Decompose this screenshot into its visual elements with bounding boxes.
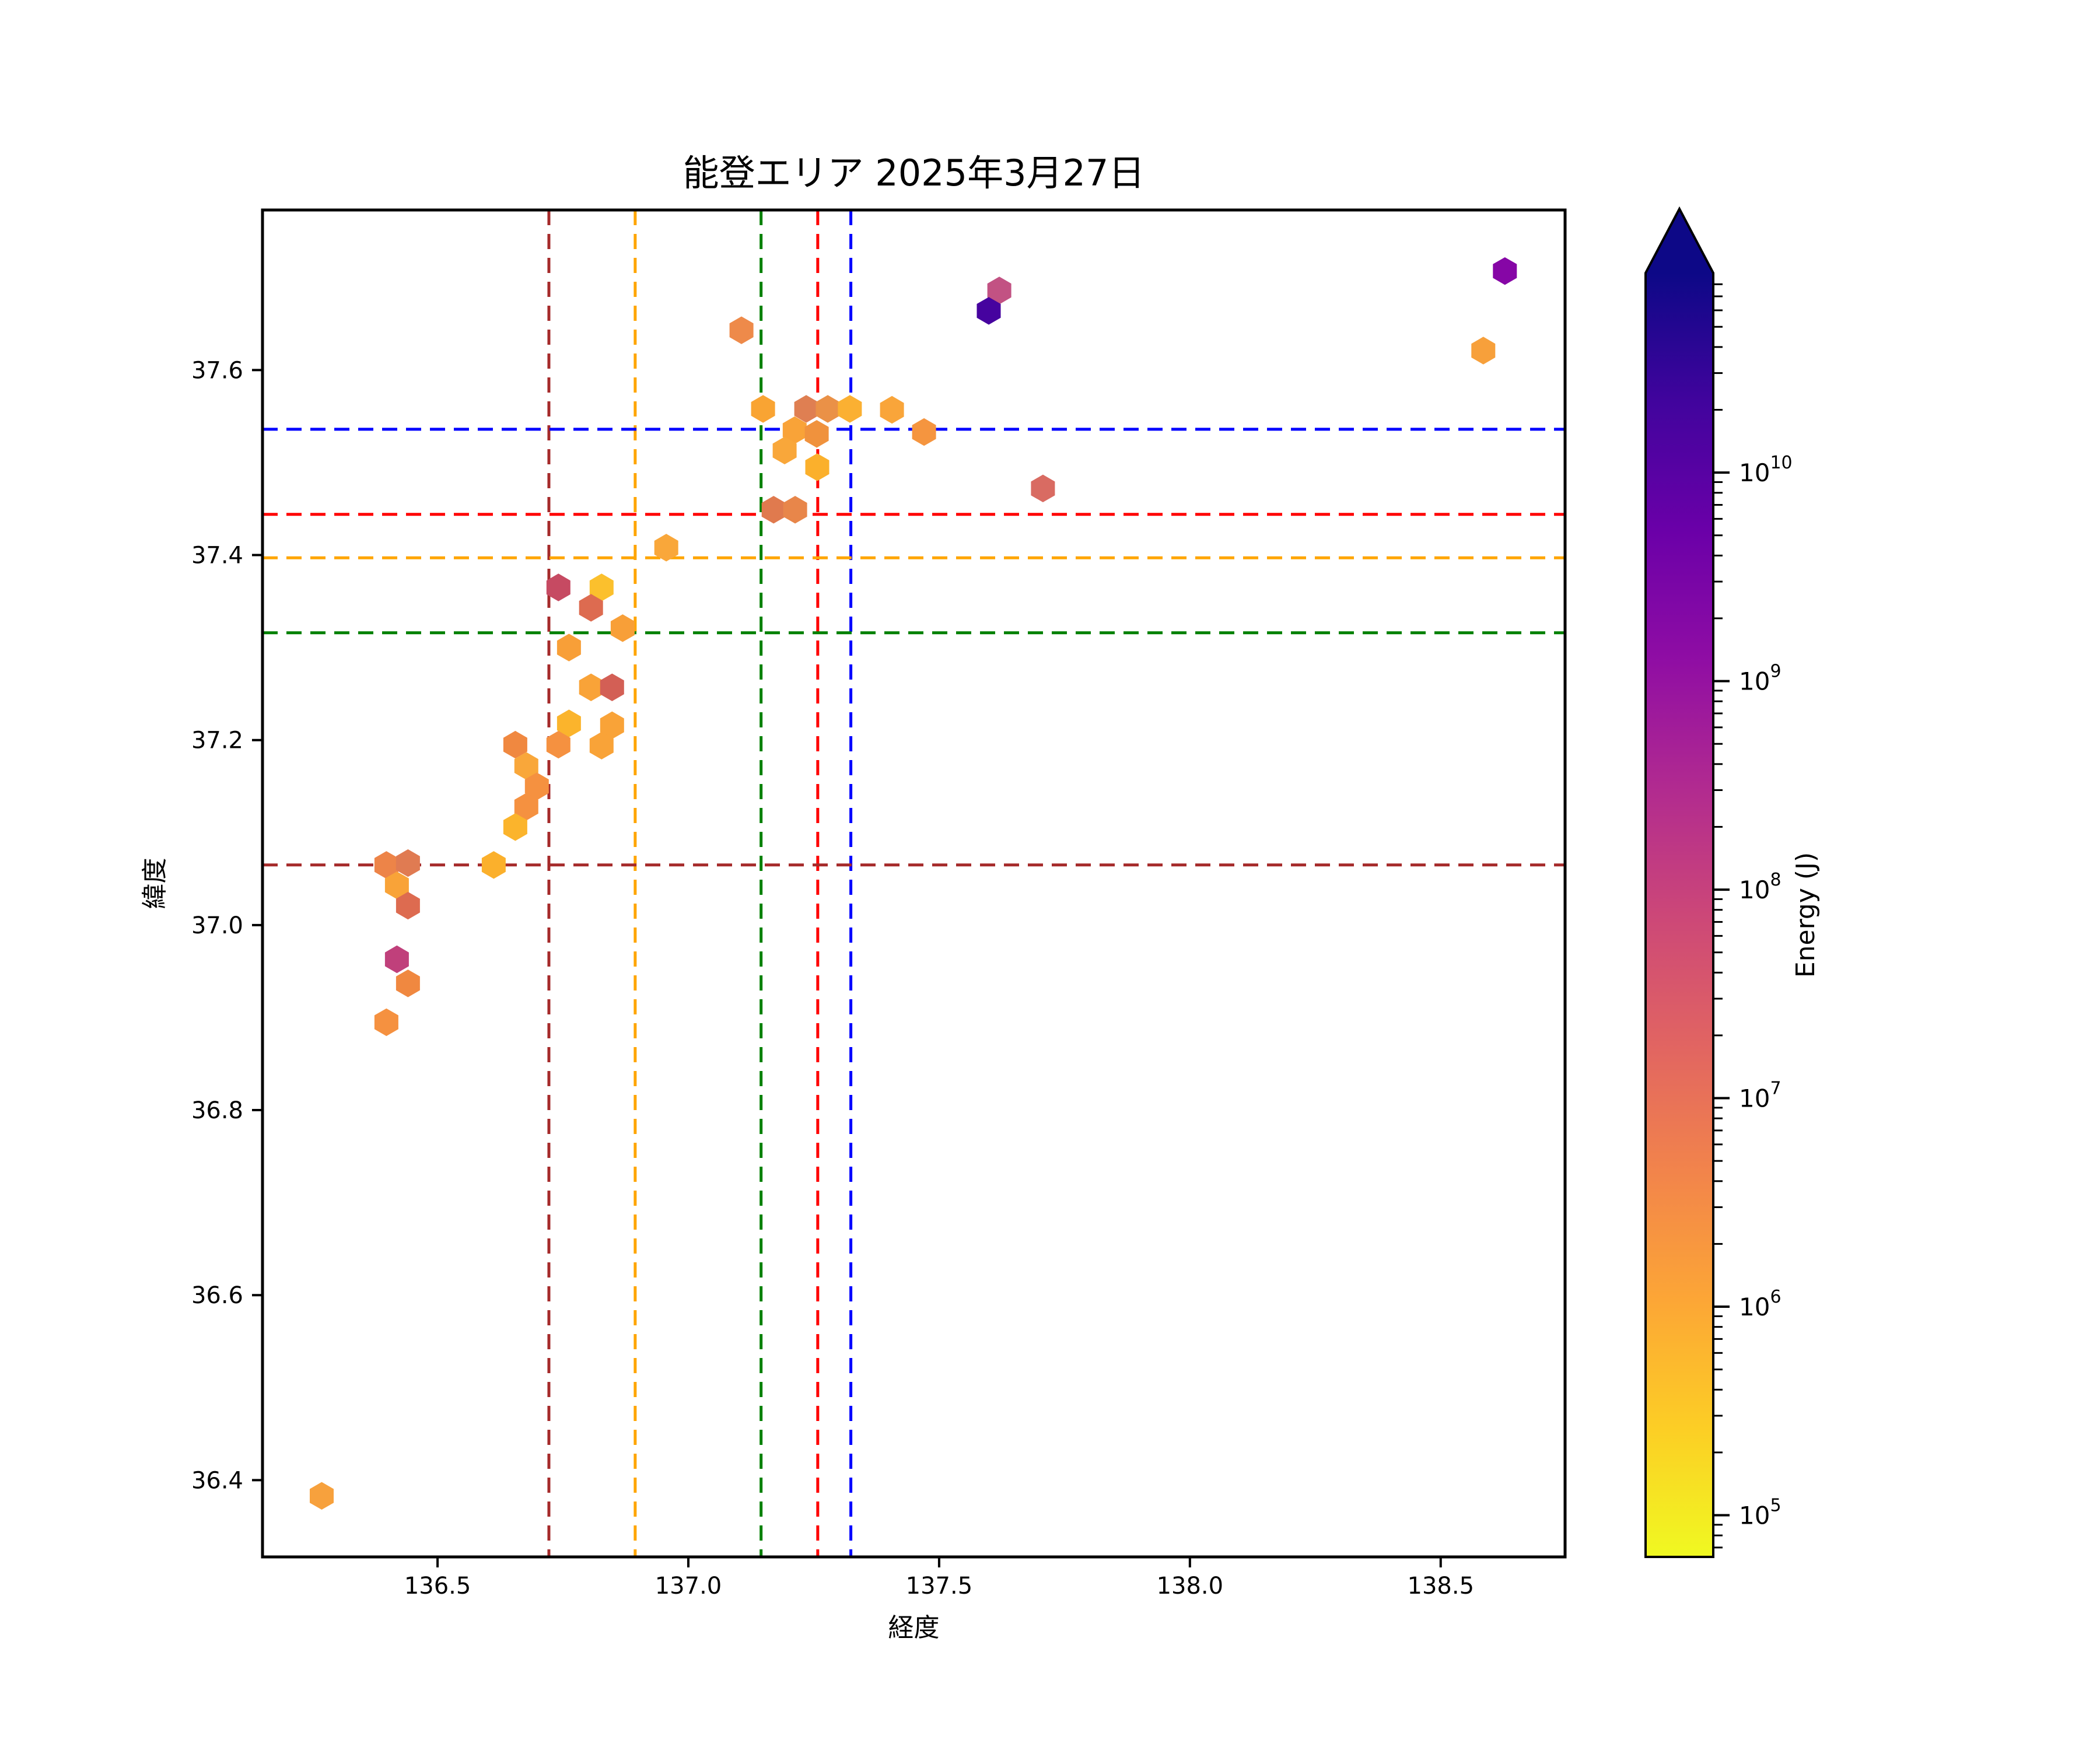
hex-marker [772,436,797,464]
colorbar-gradient [1646,273,1713,1557]
colorbar-label: Energy (J) [1791,852,1821,978]
hex-marker [794,395,818,423]
y-tick-label: 37.4 [191,542,243,569]
hex-marker [503,730,527,759]
y-tick-label: 37.0 [191,912,243,939]
hex-marker [396,849,420,877]
hex-marker [880,396,904,424]
hex-marker [912,418,936,446]
colorbar-extend-arrow [1646,209,1713,273]
y-tick-label: 37.2 [191,727,243,754]
hex-marker [546,730,570,759]
hex-marker [782,416,807,444]
hex-marker [396,891,420,920]
colorbar-outline [1644,206,1714,1558]
hex-marker [374,1008,398,1037]
colorbar-tick-label: 107 [1739,1079,1782,1113]
hex-marker [524,772,549,800]
x-tick-label: 137.0 [655,1573,722,1600]
x-tick-label: 137.5 [906,1573,973,1600]
y-tick-label: 36.8 [191,1097,243,1124]
hex-marker [556,634,581,662]
hex-marker [1031,474,1055,502]
hex-marker [610,614,635,642]
hex-marker [589,573,614,601]
hex-marker [977,297,1001,325]
axes: 136.5 137.0 137.5 138.0 138.5 36.4 36.6 36.8 37.… [191,208,1567,1600]
chart-title: 能登エリア 2025年3月27日 [683,152,1145,194]
hex-marker [783,496,807,524]
hex-marker [805,453,830,481]
hex-marker [600,673,624,701]
y-axis-label: 緯度 [140,858,170,909]
hex-marker [729,316,754,344]
colorbar-tick-label: 108 [1739,870,1782,904]
hex-marker [761,496,786,524]
hex-marker [384,945,409,974]
data-points [310,257,1517,1510]
y-tick-label: 36.4 [191,1467,243,1494]
hex-marker [579,673,603,701]
hex-marker [654,534,678,562]
hex-marker [816,395,840,423]
hex-marker [1493,257,1517,285]
hex-marker [514,793,538,821]
x-tick-label: 138.5 [1408,1573,1475,1600]
colorbar-tick-label: 105 [1739,1496,1782,1530]
hex-marker [579,594,603,622]
hex-marker [1471,337,1496,365]
hex-marker [546,573,570,601]
hex-marker [751,395,775,423]
hex-marker [384,872,409,900]
hex-marker [310,1482,334,1510]
y-tick-label: 36.6 [191,1282,243,1309]
hex-marker [838,395,862,423]
hex-marker [589,732,614,760]
plot-border [261,208,1567,1559]
hex-marker [514,752,538,780]
colorbar-tick-label: 1010 [1739,453,1793,487]
y-tick-label: 37.6 [191,357,243,384]
hex-marker [804,420,829,448]
x-axis-label: 経度 [888,1613,940,1643]
hex-marker [503,813,527,841]
hex-marker [396,970,420,998]
hex-marker [374,851,398,879]
x-tick-label: 136.5 [404,1573,471,1600]
hex-marker [481,851,506,879]
hex-marker [987,276,1012,304]
hex-marker [556,709,581,737]
x-tick-label: 138.0 [1157,1573,1224,1600]
hex-marker [600,711,624,739]
